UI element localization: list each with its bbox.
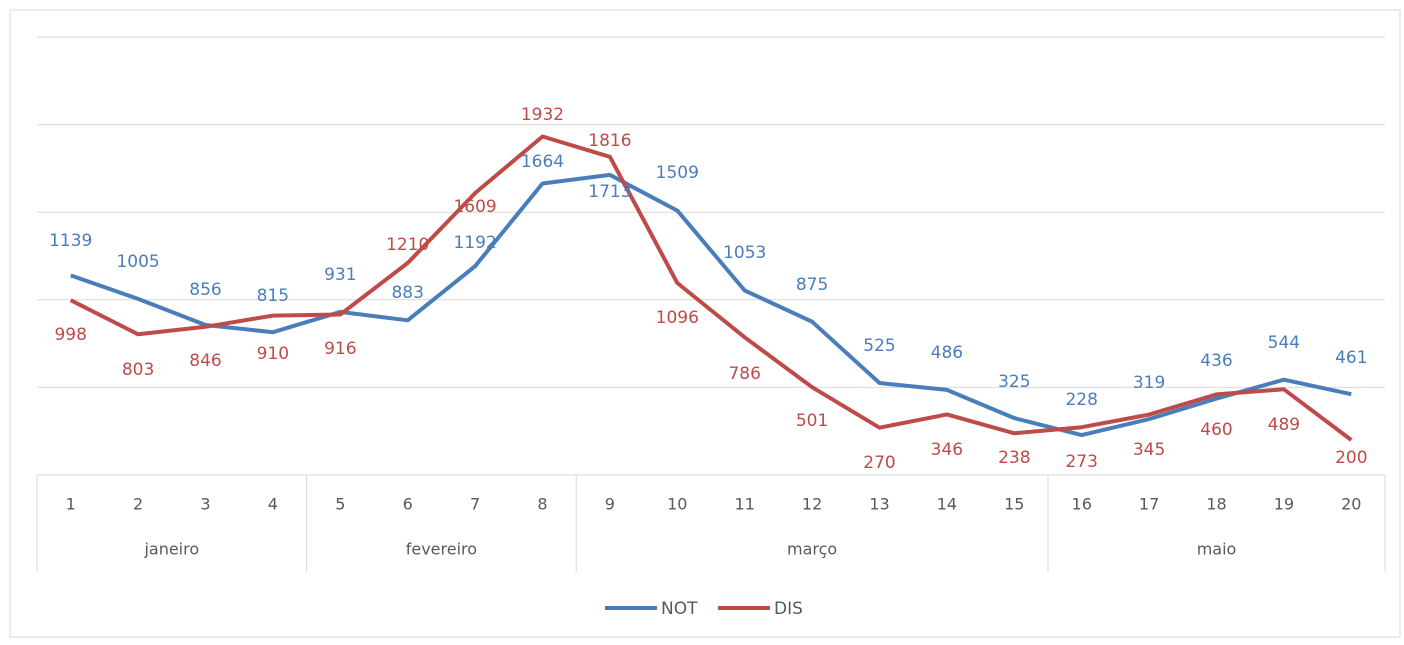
- data-label: 325: [998, 372, 1030, 392]
- x-tick-label: 9: [605, 495, 615, 514]
- x-tick-label: 6: [403, 495, 413, 514]
- data-label: 1053: [723, 243, 766, 263]
- data-label: 1210: [386, 235, 429, 255]
- data-label: 436: [1200, 351, 1232, 371]
- group-label: março: [787, 540, 837, 559]
- legend-label: DIS: [774, 599, 803, 619]
- data-label: 786: [728, 364, 760, 384]
- plot: 1139 1005 856 815 931 883 1192 1664 1713 1509 1053…: [49, 105, 1367, 473]
- data-label: 1096: [656, 308, 699, 328]
- x-tick-label: 15: [1004, 495, 1024, 514]
- data-label: 1713: [588, 182, 631, 202]
- chart-frame: [9, 9, 1401, 638]
- data-label: 238: [998, 448, 1030, 468]
- data-label: 460: [1200, 420, 1232, 440]
- data-label: 525: [863, 336, 895, 356]
- x-tick-label: 5: [335, 495, 345, 514]
- legend: NOT DIS: [605, 599, 803, 619]
- series-line: [69, 134, 1353, 442]
- x-tick-label: 4: [268, 495, 278, 514]
- data-label: 228: [1065, 390, 1097, 410]
- data-label: 1609: [453, 197, 496, 217]
- group-label: maio: [1197, 540, 1237, 559]
- data-label: 916: [324, 339, 356, 359]
- x-tick-label: 8: [537, 495, 547, 514]
- data-label: 1509: [656, 163, 699, 183]
- x-tick-label: 18: [1206, 495, 1226, 514]
- data-label: 1816: [588, 131, 631, 151]
- data-label: 319: [1133, 373, 1165, 393]
- data-label: 1192: [453, 233, 496, 253]
- data-label: 273: [1065, 452, 1097, 472]
- x-tick-label: 20: [1341, 495, 1361, 514]
- data-label: 931: [324, 265, 356, 285]
- x-tick-label: 14: [937, 495, 957, 514]
- data-label: 544: [1268, 333, 1300, 353]
- data-label: 461: [1335, 348, 1367, 368]
- x-tick-label: 16: [1072, 495, 1092, 514]
- data-label: 910: [257, 344, 289, 364]
- data-label: 875: [796, 275, 828, 295]
- x-tick-label: 17: [1139, 495, 1159, 514]
- data-label: 270: [863, 453, 895, 473]
- data-label: 846: [189, 351, 221, 371]
- x-tick-label: 7: [470, 495, 480, 514]
- x-tick-label: 1: [66, 495, 76, 514]
- data-label: 815: [257, 286, 289, 306]
- x-tick-label: 3: [200, 495, 210, 514]
- data-label: 489: [1268, 415, 1300, 435]
- data-label: 501: [796, 411, 828, 431]
- data-label: 345: [1133, 440, 1165, 460]
- data-label: 486: [931, 343, 963, 363]
- x-tick-label: 19: [1274, 495, 1294, 514]
- x-tick-label: 13: [869, 495, 889, 514]
- data-label: 1932: [521, 105, 564, 125]
- data-label: 346: [931, 440, 963, 460]
- group-label: fevereiro: [406, 540, 477, 559]
- x-tick-label: 10: [667, 495, 687, 514]
- group-label: janeiro: [143, 540, 199, 559]
- data-label: 856: [189, 280, 221, 300]
- data-label: 1664: [521, 152, 564, 172]
- x-tick-label: 12: [802, 495, 822, 514]
- data-label: 803: [122, 360, 154, 380]
- data-label: 998: [54, 325, 86, 345]
- data-label: 1005: [116, 252, 159, 272]
- x-tick-label: 11: [735, 495, 755, 514]
- x-tick-label: 2: [133, 495, 143, 514]
- series-line: [70, 172, 1352, 438]
- legend-label: NOT: [661, 599, 698, 619]
- data-label: 883: [391, 283, 423, 303]
- data-label: 1139: [49, 231, 92, 251]
- data-label: 200: [1335, 448, 1367, 468]
